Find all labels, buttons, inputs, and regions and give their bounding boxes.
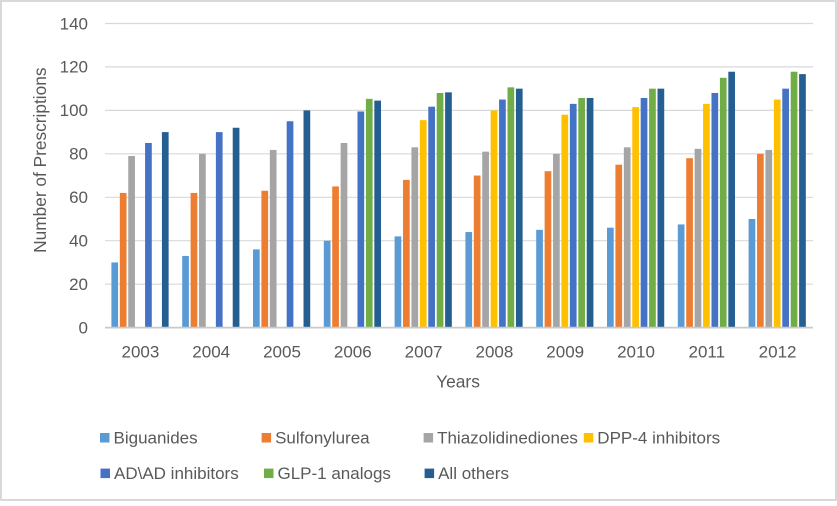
svg-text:2005: 2005 bbox=[263, 343, 301, 362]
svg-text:120: 120 bbox=[60, 58, 88, 77]
svg-text:2006: 2006 bbox=[334, 343, 372, 362]
svg-text:2012: 2012 bbox=[759, 343, 797, 362]
svg-text:2008: 2008 bbox=[475, 343, 513, 362]
svg-text:2007: 2007 bbox=[405, 343, 443, 362]
svg-text:All others: All others bbox=[438, 464, 509, 483]
svg-text:Years: Years bbox=[436, 372, 480, 392]
svg-text:Sulfonylurea: Sulfonylurea bbox=[275, 428, 370, 447]
svg-text:80: 80 bbox=[69, 145, 88, 164]
svg-text:100: 100 bbox=[60, 101, 88, 120]
svg-text:2003: 2003 bbox=[121, 343, 159, 362]
svg-text:20: 20 bbox=[69, 275, 88, 294]
svg-text:AD\AD inhibitors: AD\AD inhibitors bbox=[114, 464, 239, 483]
svg-text:Biguanides: Biguanides bbox=[114, 428, 198, 447]
svg-text:2009: 2009 bbox=[546, 343, 584, 362]
svg-text:2010: 2010 bbox=[617, 343, 655, 362]
svg-text:2004: 2004 bbox=[192, 343, 230, 362]
svg-text:140: 140 bbox=[60, 14, 88, 33]
svg-text:2011: 2011 bbox=[689, 343, 726, 362]
svg-text:Thiazolidinediones: Thiazolidinediones bbox=[437, 428, 578, 447]
svg-text:60: 60 bbox=[69, 188, 88, 207]
svg-text:0: 0 bbox=[79, 318, 88, 337]
svg-text:40: 40 bbox=[69, 232, 88, 251]
svg-text:GLP-1 analogs: GLP-1 analogs bbox=[278, 464, 391, 483]
svg-text:DPP-4 inhibitors: DPP-4 inhibitors bbox=[597, 428, 720, 447]
svg-text:Number of Prescriptions: Number of Prescriptions bbox=[30, 67, 50, 253]
